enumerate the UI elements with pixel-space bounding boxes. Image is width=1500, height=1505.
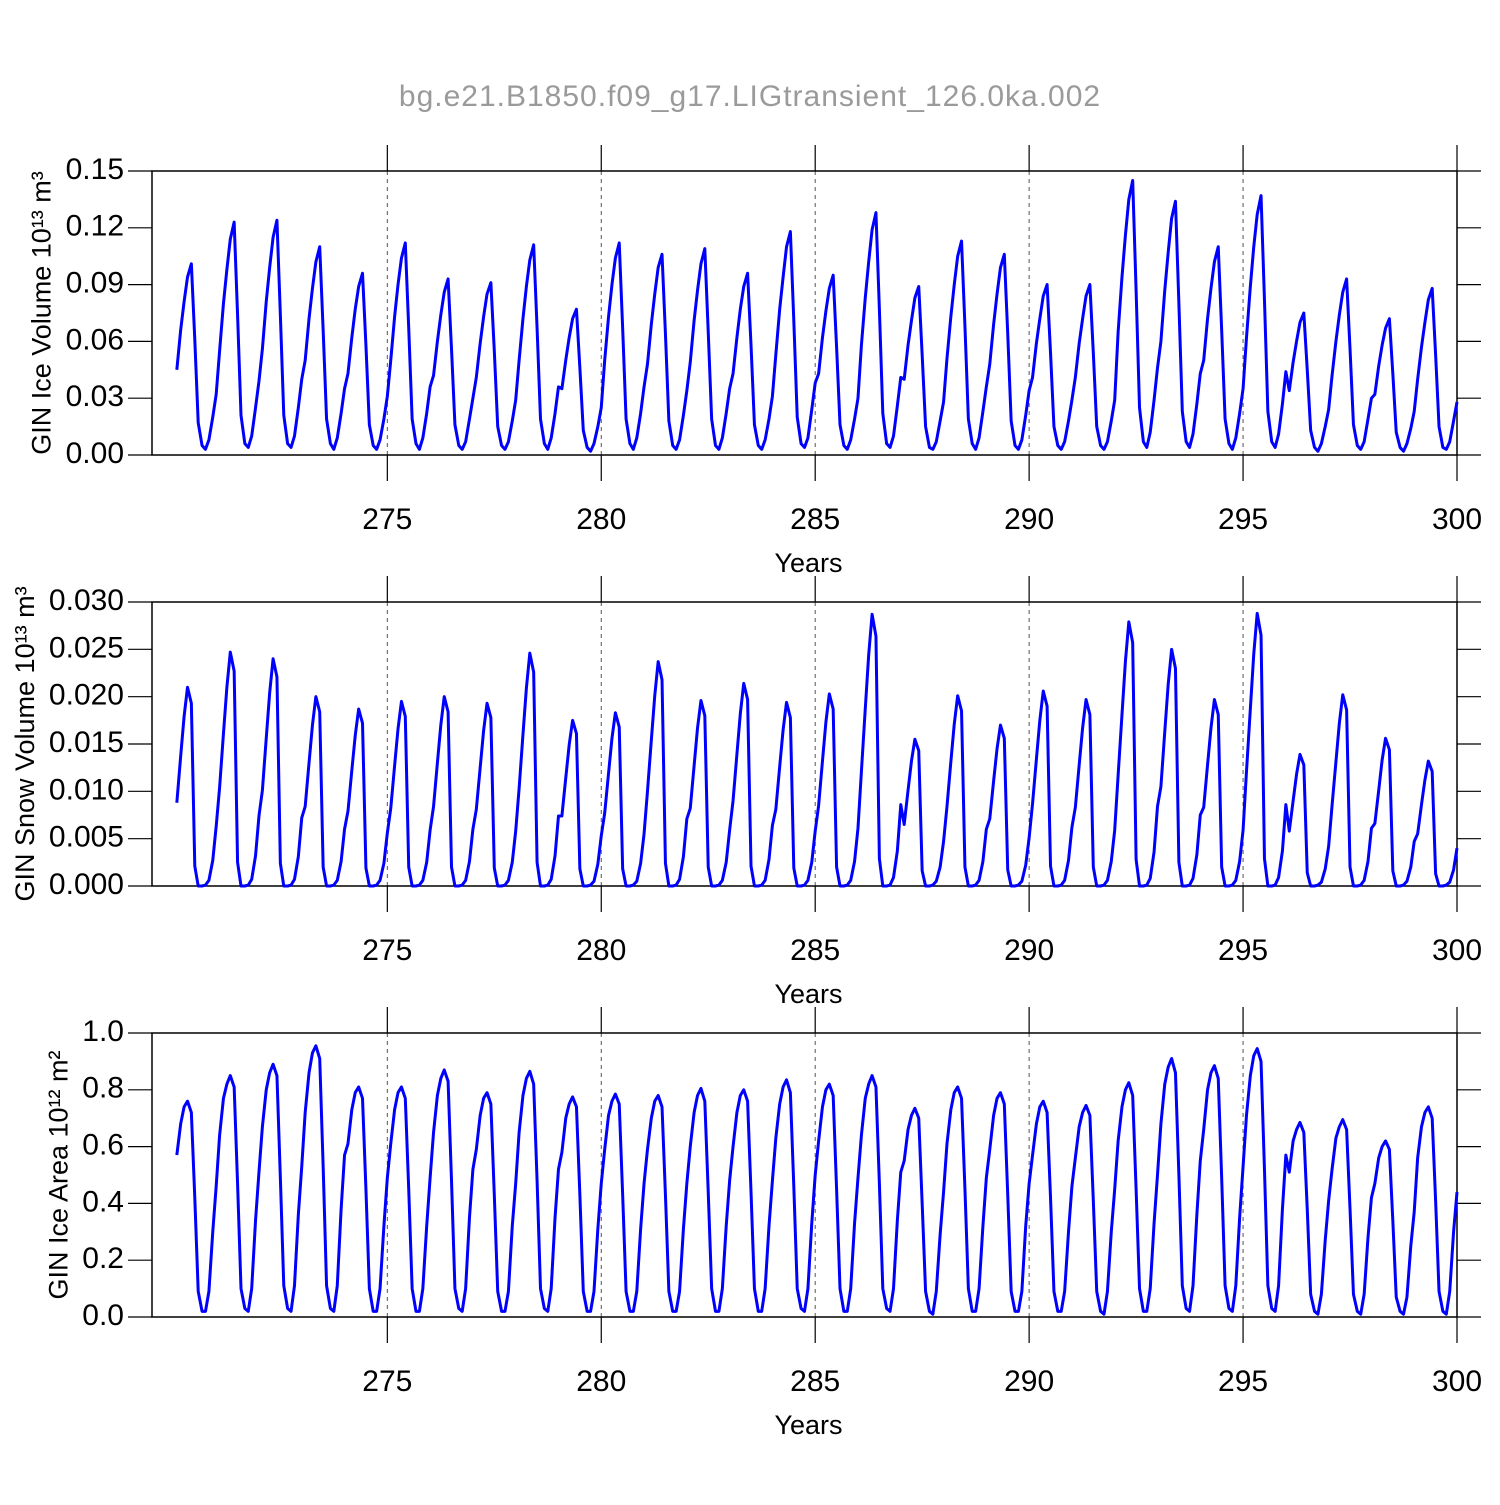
x-tick-label: 285 xyxy=(790,1365,840,1398)
data-line xyxy=(175,1044,1459,1316)
x-tick-label: 280 xyxy=(576,1365,626,1398)
data-line xyxy=(175,178,1459,453)
x-tick-label: 295 xyxy=(1218,503,1268,536)
x-axis-title: Years xyxy=(774,548,842,578)
y-tick-label: 0.6 xyxy=(82,1129,124,1162)
y-tick-label: 0.010 xyxy=(49,773,124,806)
x-tick-label: 275 xyxy=(362,1365,412,1398)
y-tick-label: 1.0 xyxy=(82,1015,124,1048)
x-tick-label: 295 xyxy=(1218,1365,1268,1398)
x-tick-label: 300 xyxy=(1432,1365,1482,1398)
y-tick-label: 0.030 xyxy=(49,584,124,617)
y-tick-label: 0.000 xyxy=(49,868,124,901)
y-tick-label: 0.15 xyxy=(66,153,124,186)
y-tick-label: 0.8 xyxy=(82,1072,124,1105)
x-axis-title: Years xyxy=(774,979,842,1009)
y-tick-label: 0.015 xyxy=(49,726,124,759)
x-tick-label: 300 xyxy=(1432,503,1482,536)
y-tick-label: 0.0 xyxy=(82,1299,124,1332)
x-tick-label: 295 xyxy=(1218,934,1268,967)
x-tick-label: 275 xyxy=(362,934,412,967)
y-tick-label: 0.00 xyxy=(66,437,124,470)
y-axis-title: GIN Ice Area 10¹² m² xyxy=(43,1050,73,1299)
y-tick-label: 0.09 xyxy=(66,267,124,300)
figure-title: bg.e21.B1850.f09_g17.LIGtransient_126.0k… xyxy=(399,80,1101,113)
x-tick-label: 280 xyxy=(576,934,626,967)
y-tick-label: 0.2 xyxy=(82,1242,124,1275)
x-tick-label: 290 xyxy=(1004,503,1054,536)
data-line xyxy=(175,611,1459,888)
y-tick-label: 0.005 xyxy=(49,821,124,854)
x-tick-label: 285 xyxy=(790,503,840,536)
y-tick-label: 0.4 xyxy=(82,1185,124,1218)
plot-frame xyxy=(151,1032,1458,1318)
y-tick-label: 0.03 xyxy=(66,380,124,413)
x-tick-label: 275 xyxy=(362,503,412,536)
y-tick-label: 0.06 xyxy=(66,323,124,356)
plot-frame xyxy=(151,170,1458,456)
x-axis-title: Years xyxy=(774,1410,842,1440)
y-axis-title: GIN Snow Volume 10¹³ m³ xyxy=(10,586,40,901)
x-tick-label: 300 xyxy=(1432,934,1482,967)
x-tick-label: 285 xyxy=(790,934,840,967)
y-tick-label: 0.025 xyxy=(49,631,124,664)
x-tick-label: 280 xyxy=(576,503,626,536)
x-tick-label: 290 xyxy=(1004,934,1054,967)
x-tick-label: 290 xyxy=(1004,1365,1054,1398)
y-tick-label: 0.12 xyxy=(66,210,124,243)
y-axis-title: GIN Ice Volume 10¹³ m³ xyxy=(27,171,57,455)
y-tick-label: 0.020 xyxy=(49,679,124,712)
